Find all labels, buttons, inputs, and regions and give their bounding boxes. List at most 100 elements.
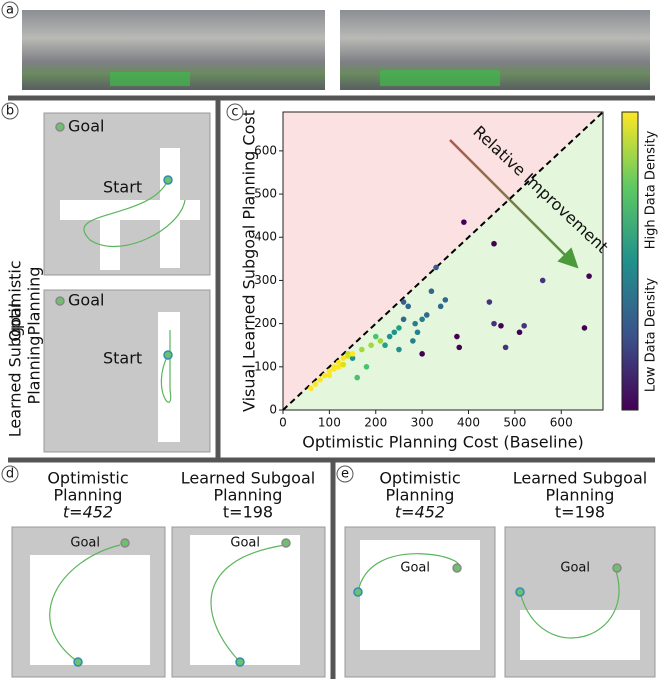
panel-label: a [6, 3, 14, 18]
colorbar-low: Low Data Density [644, 278, 659, 393]
side-label: Planning [25, 267, 44, 336]
point [412, 320, 418, 327]
point [539, 277, 546, 284]
panel-label: c [231, 105, 238, 120]
point [386, 333, 393, 340]
point [331, 366, 337, 372]
floor [110, 72, 190, 86]
point [410, 338, 416, 344]
subplot-title: Planning [54, 486, 123, 505]
point [391, 329, 398, 336]
subplot-title: Planning [214, 486, 283, 505]
y-tick-label: 600 [254, 143, 277, 157]
time-label: t=452 [395, 503, 445, 522]
point [326, 368, 333, 374]
goal-label: Goal [68, 117, 104, 136]
goal-label: Goal [68, 291, 104, 310]
point [308, 385, 314, 392]
side-label: Planning [25, 336, 44, 405]
y-axis-label: Visual Learned Subgoal Planning Cost [240, 110, 259, 412]
y-tick-label: 300 [254, 273, 277, 287]
point [400, 316, 407, 323]
point [317, 376, 323, 383]
panel-label: d [6, 467, 14, 482]
point [428, 288, 435, 295]
point [498, 322, 504, 329]
goal-label: Goal [70, 536, 100, 551]
point [586, 273, 592, 279]
x-tick-label: 400 [457, 416, 480, 430]
colorbar-high: High Data Density [644, 130, 659, 249]
point [363, 364, 370, 370]
x-tick-label: 200 [364, 416, 387, 430]
start-label: Start [103, 178, 142, 197]
point [414, 329, 421, 336]
point [396, 325, 402, 331]
better-region [283, 112, 603, 410]
diagonal [282, 111, 604, 411]
goal-label: Goal [560, 561, 590, 576]
y-tick-label: 500 [254, 187, 277, 201]
y-tick-label: 200 [254, 316, 277, 330]
goal-label: Goal [400, 561, 430, 576]
point [321, 372, 328, 379]
x-tick-label: 500 [503, 416, 526, 430]
goal-label: Goal [230, 536, 260, 551]
markers [55, 122, 622, 667]
panel-label: b [6, 104, 14, 119]
subplot-title: Learned Subgoal [181, 469, 315, 488]
time-label: t=198 [223, 503, 273, 522]
point [461, 219, 467, 225]
side-label: Learned Subgoal [6, 303, 25, 437]
point [486, 299, 493, 305]
point [423, 312, 430, 318]
point [454, 333, 460, 340]
panel-label: e [341, 467, 349, 482]
subplot-title: Planning [386, 486, 455, 505]
time-label: t=198 [555, 503, 605, 522]
point [377, 338, 384, 344]
point [340, 355, 347, 361]
point [382, 342, 388, 349]
point [312, 381, 319, 387]
time-label: t=452 [63, 503, 113, 522]
subplot-title: Learned Subgoal [513, 469, 647, 488]
point [456, 344, 463, 351]
point [349, 355, 356, 361]
panel-badge [1, 465, 19, 483]
x-tick-label: 0 [279, 416, 287, 430]
point [335, 359, 342, 366]
point [326, 372, 333, 379]
panel-badge [1, 1, 19, 19]
point [581, 325, 588, 331]
point [419, 351, 425, 357]
plot-frame [282, 111, 604, 411]
point [405, 303, 412, 310]
floor [380, 70, 500, 86]
point [345, 353, 351, 359]
point [442, 297, 449, 303]
start-label: Start [103, 349, 142, 368]
point [368, 342, 374, 349]
point [491, 240, 497, 247]
side-label: Optimistic [6, 260, 25, 341]
colorbar [621, 111, 639, 411]
point [349, 351, 356, 357]
panel-badge [1, 102, 19, 120]
x-axis-label: Optimistic Planning Cost (Baseline) [302, 433, 583, 452]
point [335, 364, 342, 370]
subplot-title: Planning [546, 486, 615, 505]
point [433, 264, 439, 271]
point [400, 299, 407, 305]
point [396, 346, 402, 353]
point [521, 322, 527, 329]
point [354, 374, 361, 381]
x-tick-label: 100 [318, 416, 341, 430]
improvement-arrow [449, 139, 579, 269]
point [437, 303, 444, 310]
y-tick-label: 100 [254, 359, 277, 373]
y-tick-label: 400 [254, 230, 277, 244]
point [419, 316, 425, 323]
panel-badge [226, 103, 244, 121]
